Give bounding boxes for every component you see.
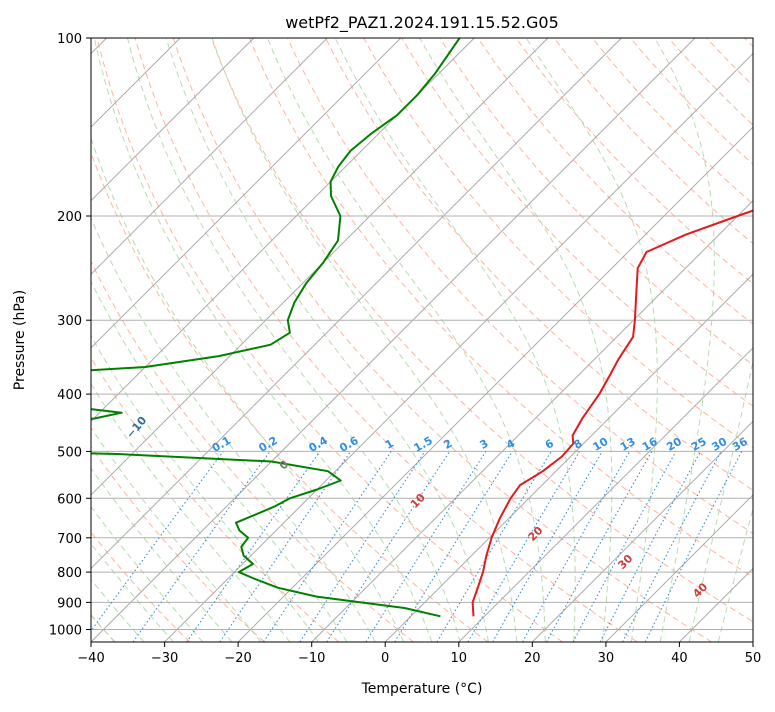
- x-tick-label: −10: [298, 651, 325, 666]
- x-tick-label: 0: [381, 651, 389, 666]
- x-tick-label: 10: [451, 651, 468, 666]
- x-tick-label: 20: [524, 651, 541, 666]
- y-tick-label: 600: [57, 492, 82, 507]
- x-tick-label: −30: [151, 651, 178, 666]
- x-tick-label: −20: [224, 651, 251, 666]
- chart-title: wetPf2_PAZ1.2024.191.15.52.G05: [285, 13, 559, 33]
- y-tick-label: 700: [57, 532, 82, 547]
- y-tick-label: 200: [57, 210, 82, 225]
- x-axis-label: Temperature (°C): [361, 681, 483, 697]
- y-tick-label: 900: [57, 596, 82, 611]
- x-tick-label: 50: [745, 651, 762, 666]
- x-tick-label: 30: [598, 651, 615, 666]
- y-tick-label: 400: [57, 388, 82, 403]
- y-tick-label: 500: [57, 445, 82, 460]
- y-axis-label: Pressure (hPa): [12, 290, 28, 390]
- y-tick-label: 1000: [49, 624, 82, 639]
- y-tick-label: 300: [57, 314, 82, 329]
- y-tick-label: 100: [57, 32, 82, 47]
- y-tick-label: 800: [57, 566, 82, 581]
- x-tick-label: 40: [671, 651, 688, 666]
- x-tick-label: −40: [77, 651, 104, 666]
